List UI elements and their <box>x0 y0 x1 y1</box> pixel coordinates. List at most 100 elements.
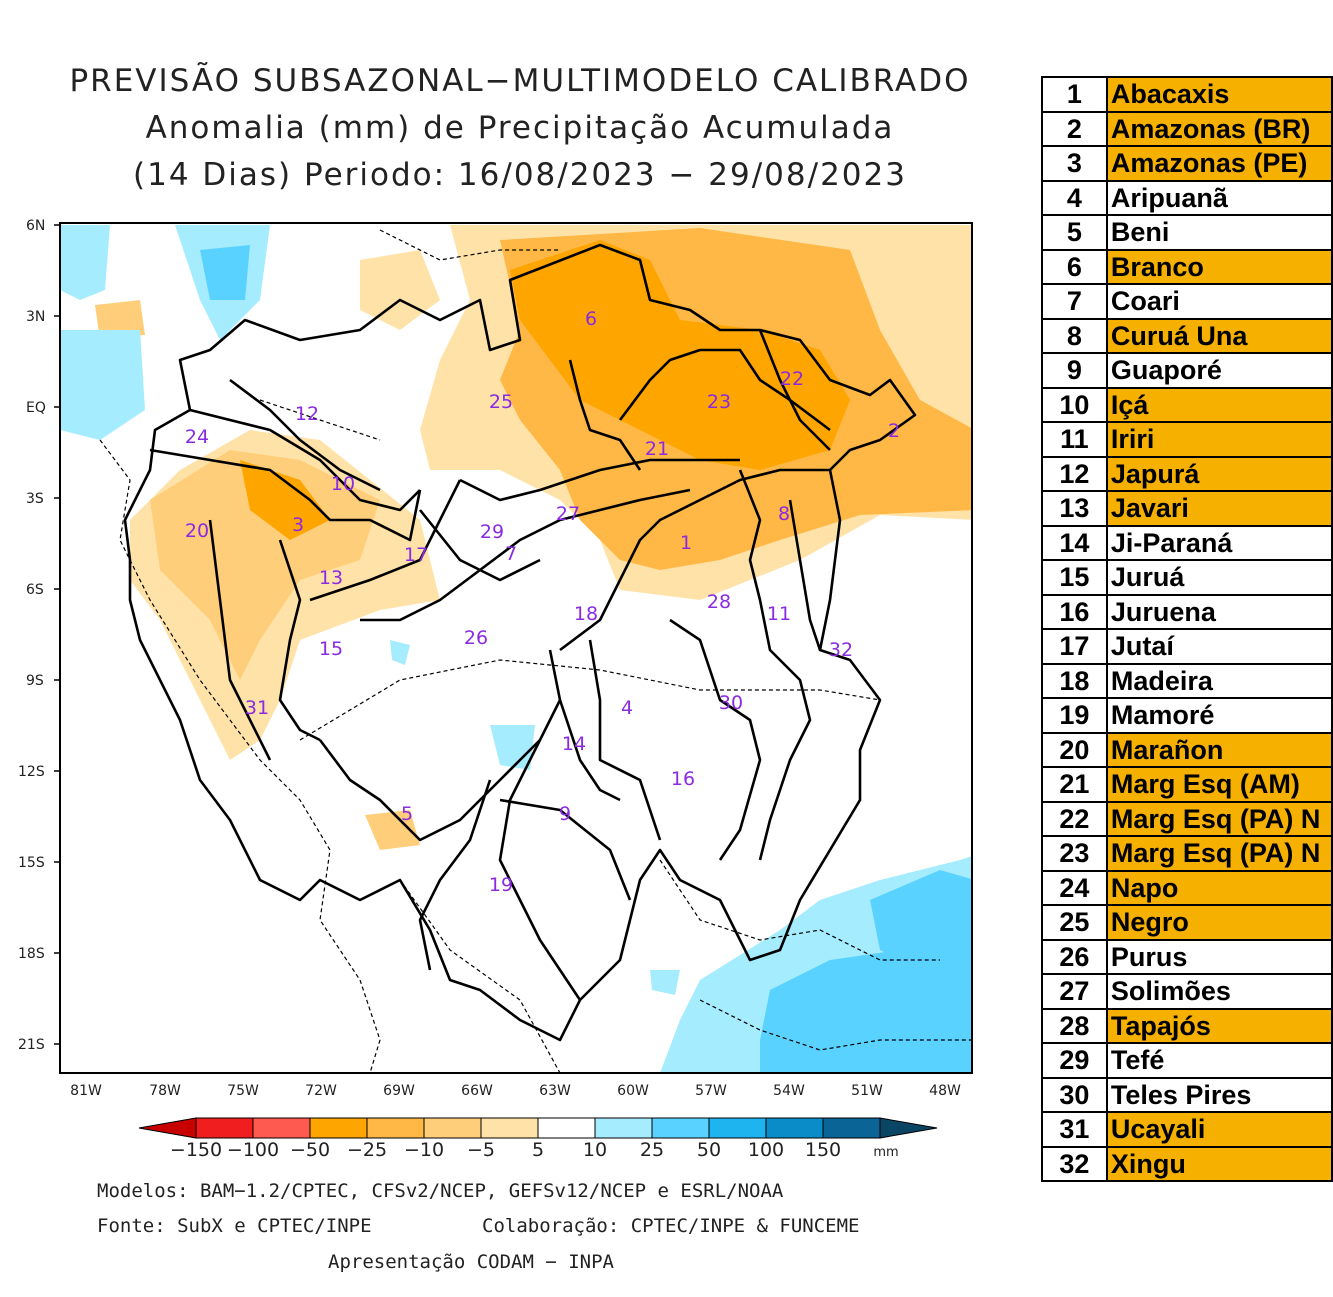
basin-label: 7 <box>505 543 517 565</box>
basin-label: 2 <box>888 420 900 442</box>
basin-name-cell: Juruá <box>1105 559 1333 596</box>
table-row: 19 Mamoré <box>1041 697 1333 734</box>
lat-tick-label: 6S <box>26 582 44 598</box>
basin-name-cell: Marg Esq (PA) N <box>1105 835 1333 872</box>
basin-name-cell: Xingu <box>1105 1145 1333 1182</box>
basin-number-cell: 27 <box>1041 973 1108 1010</box>
basin-name-cell: Madeira <box>1105 662 1333 699</box>
table-row: 3 Amazonas (PE) <box>1041 145 1333 182</box>
basin-name-cell: Ji-Paraná <box>1105 524 1333 561</box>
basin-name-cell: Curuá Una <box>1105 317 1333 354</box>
basin-number-cell: 22 <box>1041 800 1108 837</box>
basin-number-cell: 24 <box>1041 869 1108 906</box>
basin-label: 6 <box>585 308 597 330</box>
basin-name-cell: Abacaxis <box>1105 76 1333 113</box>
colorbar-label: −5 <box>467 1139 495 1161</box>
table-row: 15 Juruá <box>1041 559 1333 596</box>
table-row: 29 Tefé <box>1041 1042 1333 1079</box>
table-row: 31 Ucayali <box>1041 1111 1333 1148</box>
colorbar-swatch <box>480 1117 539 1139</box>
basin-name-cell: Javari <box>1105 490 1333 527</box>
basin-label: 27 <box>556 503 580 525</box>
basin-number-cell: 30 <box>1041 1076 1108 1113</box>
basin-name-cell: Branco <box>1105 248 1333 285</box>
basin-name-cell: Marg Esq (PA) N <box>1105 800 1333 837</box>
basin-name-cell: Negro <box>1105 904 1333 941</box>
basin-name-cell: Juruena <box>1105 593 1333 630</box>
lon-tick-label: 72W <box>305 1083 337 1099</box>
latitude-axis: 6N 3N EQ 3S 6S 9S 12S 15S 18S 21S <box>18 218 46 1053</box>
basin-number-cell: 14 <box>1041 524 1108 561</box>
basin-label: 4 <box>621 697 633 719</box>
basin-number-cell: 8 <box>1041 317 1108 354</box>
basin-number-cell: 21 <box>1041 766 1108 803</box>
table-row: 17 Jutaí <box>1041 628 1333 665</box>
lat-tick-label: 12S <box>18 764 45 780</box>
table-row: 1 Abacaxis <box>1041 76 1333 113</box>
basin-name-cell: Purus <box>1105 938 1333 975</box>
table-row: 18 Madeira <box>1041 662 1333 699</box>
colorbar-label: −100 <box>227 1139 279 1161</box>
basin-name-cell: Japurá <box>1105 455 1333 492</box>
basin-name-cell: Amazonas (PE) <box>1105 145 1333 182</box>
basin-name-cell: Aripuanã <box>1105 179 1333 216</box>
map-title-line-3: (14 Dias) Periodo: 16/08/2023 − 29/08/20… <box>133 157 907 193</box>
footer-source: Fonte: SubX e CPTEC/INPE <box>97 1215 372 1237</box>
longitude-axis: 81W 78W 75W 72W 69W 66W 63W 60W 57W 54W … <box>70 1083 961 1099</box>
basin-name-cell: Ucayali <box>1105 1111 1333 1148</box>
basin-boundaries <box>123 243 917 1042</box>
colorbar-swatch <box>309 1117 368 1139</box>
table-row: 9 Guaporé <box>1041 352 1333 389</box>
colorbar-label: 10 <box>583 1139 607 1161</box>
lon-tick-label: 57W <box>695 1083 727 1099</box>
table-row: 13 Javari <box>1041 490 1333 527</box>
colorbar-unit: mm <box>873 1145 898 1160</box>
colorbar-swatch <box>423 1117 482 1139</box>
table-row: 14 Ji-Paraná <box>1041 524 1333 561</box>
table-row: 11 Iriri <box>1041 421 1333 458</box>
basin-name-cell: Teles Pires <box>1105 1076 1333 1113</box>
basin-number-cell: 20 <box>1041 731 1108 768</box>
lon-tick-label: 51W <box>851 1083 883 1099</box>
table-row: 6 Branco <box>1041 248 1333 285</box>
colorbar-label: −10 <box>404 1139 444 1161</box>
lat-tick-label: 9S <box>26 673 44 689</box>
basin-label: 1 <box>680 532 692 554</box>
colorbar-label: 100 <box>748 1139 784 1161</box>
colorbar-swatch <box>594 1117 653 1139</box>
colorbar-labels: −150 −100 −50 −25 −10 −5 5 10 25 50 100 … <box>170 1139 899 1161</box>
basin-label: 3 <box>292 514 304 536</box>
basin-label: 22 <box>780 368 804 390</box>
basin-name-cell: Napo <box>1105 869 1333 906</box>
map-title-line-2: Anomalia (mm) de Precipitação Acumulada <box>145 110 895 146</box>
basin-name-cell: Iriri <box>1105 421 1333 458</box>
basin-label: 23 <box>707 391 731 413</box>
basin-label: 28 <box>707 591 731 613</box>
lon-tick-label: 48W <box>929 1083 961 1099</box>
basin-label: 12 <box>295 403 319 425</box>
basin-label: 17 <box>404 544 428 566</box>
colorbar <box>138 1117 938 1139</box>
table-row: 24 Napo <box>1041 869 1333 906</box>
map-frame <box>59 222 973 1074</box>
colorbar-label: −25 <box>347 1139 387 1161</box>
basin-label: 14 <box>562 733 586 755</box>
basin-label: 15 <box>319 638 343 660</box>
colorbar-swatch <box>537 1117 596 1139</box>
basin-number-cell: 16 <box>1041 593 1108 630</box>
basin-number-cell: 18 <box>1041 662 1108 699</box>
table-row: 16 Juruena <box>1041 593 1333 630</box>
basin-name-cell: Coari <box>1105 283 1333 320</box>
lon-tick-label: 60W <box>617 1083 649 1099</box>
basin-name-cell: Mamoré <box>1105 697 1333 734</box>
basin-name-cell: Amazonas (BR) <box>1105 110 1333 147</box>
basin-name-cell: Jutaí <box>1105 628 1333 665</box>
basin-label: 31 <box>245 697 269 719</box>
table-row: 20 Marañon <box>1041 731 1333 768</box>
colorbar-swatch <box>252 1117 311 1139</box>
lat-tick-label: 3N <box>26 309 45 325</box>
basin-label: 32 <box>829 639 853 661</box>
table-row: 7 Coari <box>1041 283 1333 320</box>
basin-label: 16 <box>671 768 695 790</box>
table-row: 32 Xingu <box>1041 1145 1333 1182</box>
